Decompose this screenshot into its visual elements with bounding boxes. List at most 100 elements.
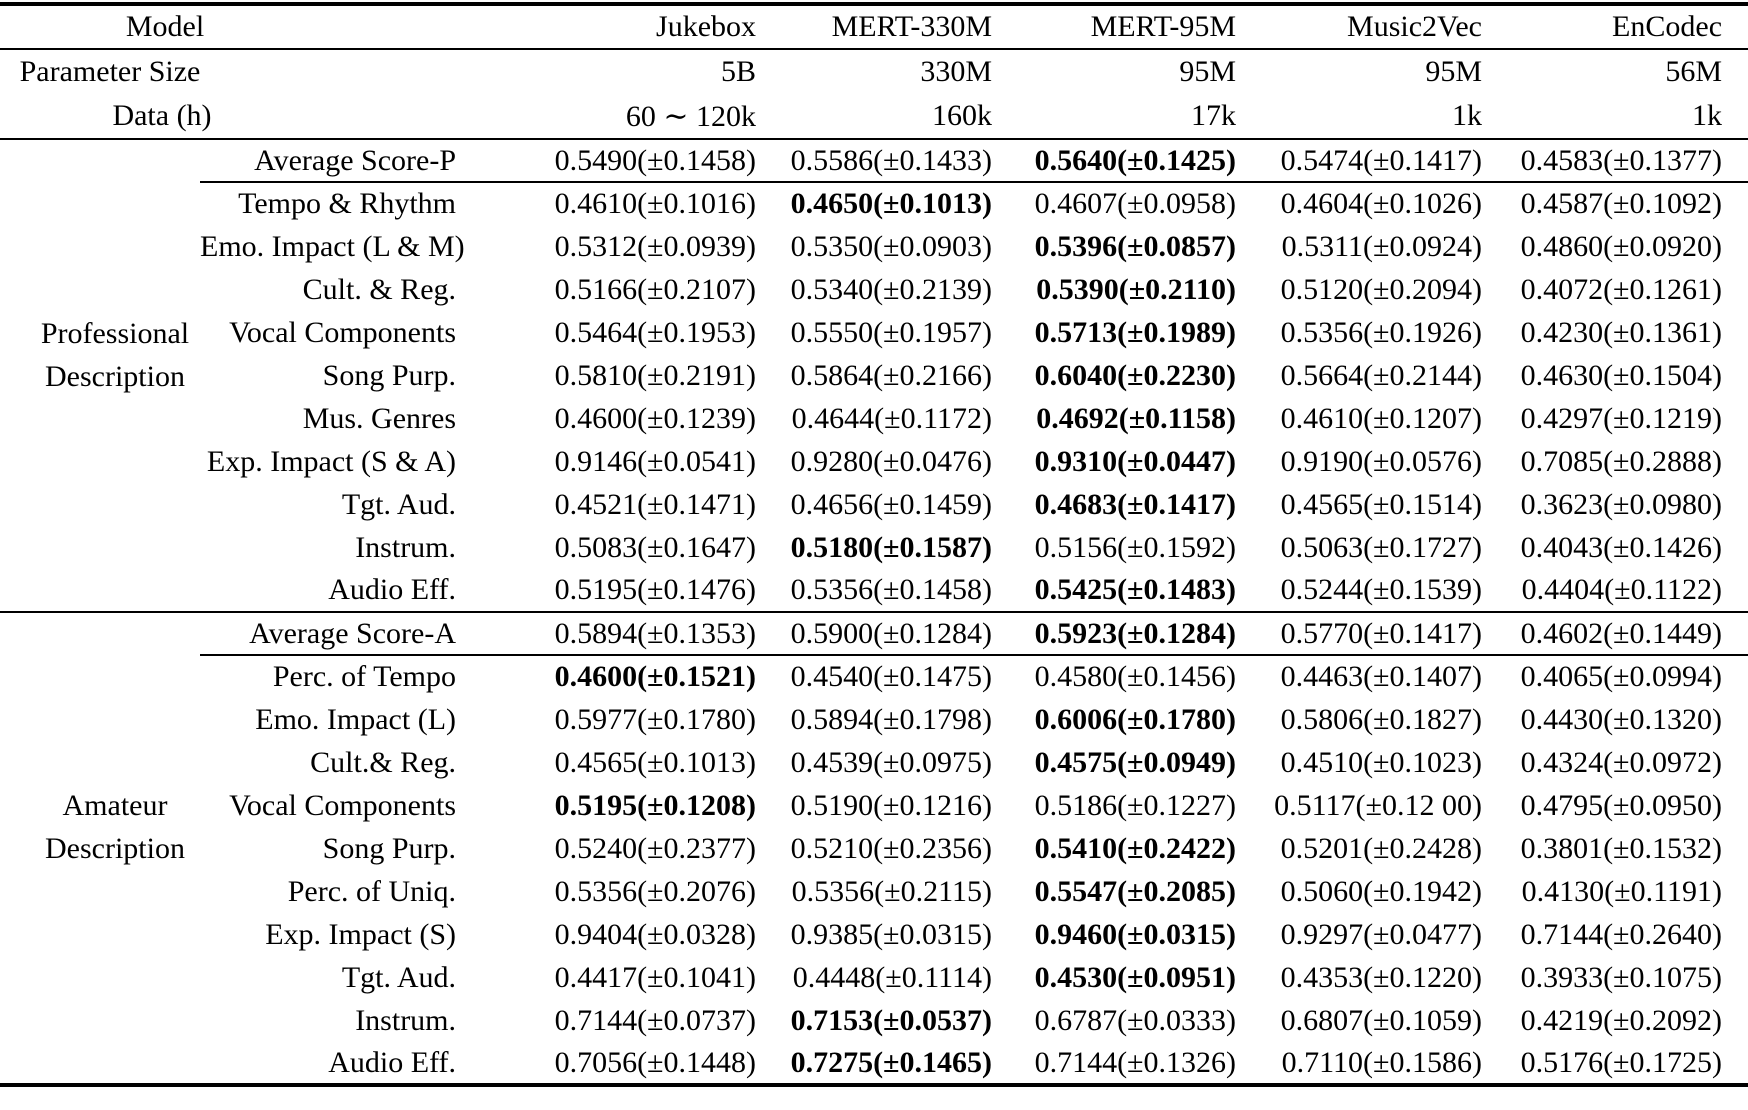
table-row: Exp. Impact (S & A) 0.9146(±0.0541) 0.9280…	[0, 440, 1748, 483]
row-label: Song Purp.	[322, 358, 457, 392]
value-cell: 0.5195(±0.1476)	[554, 573, 757, 606]
value-cell: 0.6006(±0.1780)	[1034, 702, 1237, 736]
table-row: Emo. Impact (L) 0.5977(±0.1780) 0.5894(±0.…	[0, 698, 1748, 741]
value-cell: 0.5356(±0.2076)	[554, 874, 757, 908]
table-row: Instrum. 0.7144(±0.0737) 0.7153(±0.0537) 0.…	[0, 999, 1748, 1042]
value-cell: 0.4650(±0.1013)	[790, 187, 993, 220]
value-cell: 0.9146(±0.0541)	[554, 444, 757, 478]
value-cell: 0.4600(±0.1521)	[554, 660, 757, 693]
table-row: Cult. & Reg. 0.5166(±0.2107) 0.5340(±0.213…	[0, 268, 1748, 311]
value-cell: 0.9190(±0.0576)	[1280, 444, 1483, 478]
results-table-body: Professional Description Average Score-P 0.…	[0, 138, 1748, 1085]
value-cell: 0.4417(±0.1041)	[554, 960, 757, 994]
value-cell: 0.4510(±0.1023)	[1280, 745, 1483, 779]
value-cell: 0.4610(±0.1207)	[1280, 401, 1483, 435]
value-cell: 0.5550(±0.1957)	[790, 315, 993, 349]
value-cell: 0.4219(±0.2092)	[1520, 1003, 1723, 1037]
value-cell: 0.7153(±0.0537)	[790, 1003, 993, 1037]
row-label: Exp. Impact (S)	[265, 917, 457, 951]
parameter-size-row: Parameter Size 5B 330M 95M 95M 56M	[0, 49, 1748, 94]
value-cell: 0.5900(±0.1284)	[758, 611, 995, 656]
value-cell: 0.6807(±0.1059)	[1280, 1003, 1483, 1037]
row-label: Average Score-P	[200, 138, 459, 183]
value-cell: 0.4324(±0.0972)	[1520, 745, 1723, 779]
value-cell: 0.6787(±0.0333)	[1034, 1003, 1237, 1037]
value-cell: 0.5063(±0.1727)	[1280, 530, 1483, 564]
value-cell: 0.4604(±0.1026)	[1280, 187, 1483, 220]
value-cell: 0.7144(±0.1326)	[1034, 1045, 1237, 1079]
value-cell: 0.4430(±0.1320)	[1520, 702, 1723, 736]
value-cell: 0.5356(±0.2115)	[791, 874, 993, 908]
parameter-size-label: Parameter Size	[19, 55, 201, 88]
value-cell: 0.3801(±0.1532)	[1520, 831, 1723, 865]
value-cell: 0.4043(±0.1426)	[1520, 530, 1723, 564]
value-cell: 0.4683(±0.1417)	[1034, 487, 1237, 521]
column-header-encodec: EnCodec	[1484, 4, 1748, 50]
table-row: Tempo & Rhythm 0.4610(±0.1016) 0.4650(±0.1…	[0, 182, 1748, 225]
value-cell: 0.5201(±0.2428)	[1280, 831, 1483, 865]
table-row: Audio Eff. 0.7056(±0.1448) 0.7275(±0.1465)…	[0, 1042, 1748, 1085]
parameter-size-value: 5B	[721, 55, 757, 88]
row-label: Vocal Components	[229, 788, 457, 822]
row-label: Vocal Components	[229, 315, 457, 349]
table-row: Perc. of Uniq. 0.5356(±0.2076) 0.5356(±0.2…	[0, 870, 1748, 913]
value-cell: 0.5770(±0.1417)	[1238, 611, 1485, 656]
value-cell: 0.7110(±0.1586)	[1281, 1045, 1483, 1079]
value-cell: 0.4610(±0.1016)	[554, 187, 757, 220]
value-cell: 0.5312(±0.0939)	[554, 229, 757, 263]
value-cell: 0.5195(±0.1208)	[554, 788, 757, 822]
value-cell: 0.5356(±0.1458)	[790, 573, 993, 606]
value-cell: 0.9385(±0.0315)	[790, 917, 993, 951]
value-cell: 0.4583(±0.1377)	[1484, 138, 1748, 183]
value-cell: 0.4072(±0.1261)	[1520, 272, 1723, 306]
table-row: Professional Description Average Score-P 0.…	[0, 138, 1748, 612]
value-cell: 0.5425(±0.1483)	[1034, 573, 1237, 606]
value-cell: 0.4540(±0.1475)	[790, 660, 993, 693]
value-cell: 0.5156(±0.1592)	[1034, 530, 1237, 564]
row-label: Audio Eff.	[328, 573, 457, 606]
value-cell: 0.7144(±0.2640)	[1520, 917, 1723, 951]
value-cell: 0.5350(±0.0903)	[790, 229, 993, 263]
value-cell: 0.4065(±0.0994)	[1520, 660, 1723, 693]
row-label: Instrum.	[355, 1003, 457, 1037]
value-cell: 0.9297(±0.0477)	[1280, 917, 1483, 951]
value-cell: 0.5586(±0.1433)	[758, 138, 995, 183]
column-header-jukebox: Jukebox	[458, 4, 759, 50]
value-cell: 0.5186(±0.1227)	[1034, 788, 1237, 822]
value-cell: 0.5060(±0.1942)	[1280, 874, 1483, 908]
table-row: Audio Eff. 0.5195(±0.1476) 0.5356(±0.1458)…	[0, 569, 1748, 612]
value-cell: 0.4692(±0.1158)	[1036, 401, 1237, 435]
value-cell: 0.4404(±0.1122)	[1521, 573, 1723, 606]
value-cell: 0.5410(±0.2422)	[1034, 831, 1237, 865]
value-cell: 0.4580(±0.1456)	[1034, 660, 1237, 693]
table-row: Exp. Impact (S) 0.9404(±0.0328) 0.9385(±0.…	[0, 913, 1748, 956]
value-cell: 0.5664(±0.2144)	[1280, 358, 1483, 392]
value-cell: 0.4644(±0.1172)	[791, 401, 993, 435]
row-label: Instrum.	[355, 530, 457, 564]
value-cell: 0.5356(±0.1926)	[1280, 315, 1483, 349]
value-cell: 0.7144(±0.0737)	[554, 1003, 757, 1037]
value-cell: 0.9404(±0.0328)	[554, 917, 757, 951]
row-label: Cult. & Reg.	[302, 272, 457, 306]
value-cell: 0.5117(±0.12 00)	[1274, 788, 1483, 822]
row-label: Perc. of Uniq.	[287, 874, 457, 908]
value-cell: 0.4565(±0.1514)	[1280, 487, 1483, 521]
value-cell: 0.4656(±0.1459)	[790, 487, 993, 521]
value-cell: 0.4630(±0.1504)	[1520, 358, 1723, 392]
value-cell: 0.5083(±0.1647)	[554, 530, 757, 564]
section-label: Amateur Description	[0, 611, 200, 1085]
row-label: Tempo & Rhythm	[238, 187, 457, 220]
table-row: Song Purp. 0.5810(±0.2191) 0.5864(±0.2166)…	[0, 354, 1748, 397]
value-cell: 0.5120(±0.2094)	[1280, 272, 1483, 306]
model-header-label: Model	[0, 4, 459, 50]
value-cell: 0.5464(±0.1953)	[554, 315, 757, 349]
table-row: Tgt. Aud. 0.4521(±0.1471) 0.4656(±0.1459) 0…	[0, 483, 1748, 526]
row-label: Average Score-A	[200, 611, 459, 656]
value-cell: 0.4795(±0.0950)	[1520, 788, 1723, 822]
value-cell: 0.5311(±0.0924)	[1281, 229, 1483, 263]
value-cell: 0.4607(±0.0958)	[1034, 187, 1237, 220]
value-cell: 0.7275(±0.1465)	[790, 1045, 993, 1079]
value-cell: 0.5396(±0.0857)	[1034, 229, 1237, 263]
table-row: Instrum. 0.5083(±0.1647) 0.5180(±0.1587) 0.…	[0, 526, 1748, 569]
